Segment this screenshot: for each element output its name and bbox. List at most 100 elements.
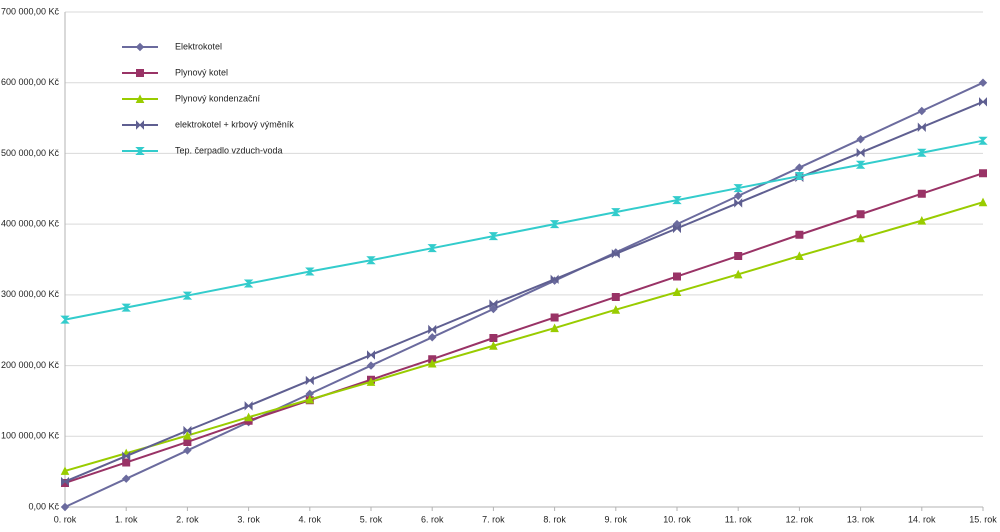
data-point (183, 425, 192, 436)
series-line (64, 139, 984, 321)
y-tick-label: 0,00 Kč (28, 501, 59, 511)
series-line (64, 81, 984, 508)
data-point (305, 394, 315, 404)
legend-label: Elektrokotel (175, 41, 222, 51)
x-tick-label: 14. rok (908, 514, 936, 524)
legend-label: Plynový kondenzační (175, 93, 261, 103)
data-point (917, 148, 927, 157)
x-tick-label: 3. rok (237, 514, 260, 524)
legend-label: elektrokotel + krbový výměník (175, 119, 294, 129)
data-point (978, 78, 988, 87)
data-point (978, 136, 988, 145)
x-tick-label: 0. rok (54, 514, 77, 524)
data-point (427, 358, 437, 368)
data-point (366, 377, 376, 386)
legend-marker (136, 120, 144, 130)
data-point (489, 304, 498, 314)
x-tick-label: 1. rok (115, 514, 138, 524)
data-point (60, 315, 70, 324)
data-point (61, 476, 69, 487)
x-tick-label: 8. rok (543, 514, 566, 524)
data-point (488, 232, 499, 241)
legend-marker (135, 42, 145, 52)
x-tick-label: 7. rok (482, 514, 505, 524)
data-point (856, 233, 865, 243)
legend-label: Tep. čerpadlo vzduch-voda (175, 145, 283, 155)
legend-marker (135, 147, 145, 155)
data-point (244, 412, 253, 422)
data-point (917, 122, 926, 132)
data-point (427, 333, 437, 342)
data-point (122, 451, 131, 461)
data-point (122, 458, 131, 467)
data-point (734, 198, 743, 208)
data-point (367, 350, 375, 360)
data-point (855, 160, 866, 169)
data-point (243, 279, 254, 288)
series-line (64, 100, 984, 483)
data-point (733, 191, 743, 201)
data-point (733, 269, 743, 279)
data-point (121, 474, 131, 483)
legend-marker (135, 94, 145, 103)
data-point (550, 274, 559, 285)
data-point (60, 466, 70, 475)
data-point (795, 163, 804, 172)
data-point (428, 324, 437, 335)
data-point (182, 291, 193, 300)
data-point (611, 208, 621, 217)
data-point (734, 251, 743, 260)
data-point (183, 430, 192, 440)
data-point (366, 256, 376, 265)
data-point (672, 287, 682, 297)
y-tick-label: 600 000,00 Kč (1, 77, 60, 87)
data-point (795, 251, 804, 260)
x-tick-label: 6. rok (421, 514, 444, 524)
x-tick-label: 5. rok (360, 514, 383, 524)
data-point (673, 223, 681, 234)
data-point (611, 292, 620, 301)
data-point (795, 230, 804, 239)
series-line (64, 172, 984, 484)
data-point (672, 196, 682, 205)
data-point (733, 184, 743, 193)
data-point (305, 375, 314, 386)
data-point (979, 97, 987, 107)
data-point (427, 244, 437, 253)
data-point (60, 502, 70, 512)
x-tick-label: 12. rok (786, 514, 814, 524)
data-point (489, 341, 498, 350)
y-tick-label: 200 000,00 Kč (1, 360, 60, 370)
x-tick-label: 15. rok (969, 514, 997, 524)
legend-marker (136, 69, 144, 77)
data-point (856, 148, 865, 158)
y-tick-label: 700 000,00 Kč (1, 6, 60, 16)
data-point (917, 106, 927, 116)
data-point (917, 189, 926, 198)
x-tick-label: 11. rok (725, 514, 752, 524)
x-tick-label: 9. rok (605, 514, 628, 524)
data-point (489, 333, 498, 342)
y-tick-label: 500 000,00 Kč (1, 148, 60, 158)
y-tick-label: 100 000,00 Kč (1, 431, 60, 441)
data-point (549, 220, 560, 229)
data-point (366, 361, 376, 370)
data-point (611, 249, 620, 259)
data-point (550, 313, 559, 322)
data-point (917, 215, 927, 225)
y-tick-label: 400 000,00 Kč (1, 219, 60, 229)
x-tick-label: 10. rok (663, 514, 691, 524)
data-point (305, 267, 315, 276)
data-point (856, 210, 865, 219)
data-point (550, 323, 559, 333)
x-tick-label: 13. rok (847, 514, 875, 524)
x-tick-label: 2. rok (176, 514, 199, 524)
data-point (244, 401, 253, 411)
legend-label: Plynový kotel (175, 67, 228, 77)
series-line (64, 201, 984, 472)
data-point (121, 303, 131, 312)
data-point (183, 446, 192, 455)
data-point (856, 135, 865, 144)
